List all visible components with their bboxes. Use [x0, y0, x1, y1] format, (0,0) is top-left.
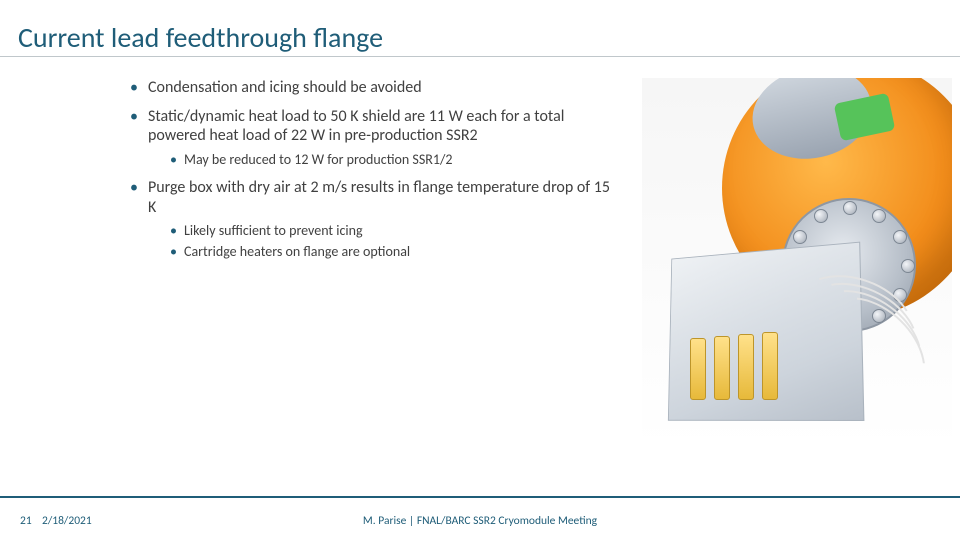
bullet-3-sub-2: Cartridge heaters on flange are optional — [170, 244, 620, 261]
cad-heater — [762, 332, 778, 400]
slide: Current lead feedthrough flange Condensa… — [0, 0, 960, 540]
bullet-3: Purge box with dry air at 2 m/s results … — [130, 178, 620, 260]
cad-bolt — [793, 230, 807, 244]
footer-center: M. Parise | FNAL/BARC SSR2 Cryomodule Me… — [0, 514, 960, 528]
cad-heater — [738, 334, 754, 400]
cad-heater — [714, 336, 730, 400]
bullet-2-sub-1: May be reduced to 12 W for production SS… — [170, 152, 620, 169]
cad-render — [642, 78, 952, 448]
title-underline — [0, 56, 960, 57]
cad-bolt — [872, 209, 886, 223]
cad-bolt — [843, 201, 857, 215]
footer: 21 2/18/2021 M. Parise | FNAL/BARC SSR2 … — [0, 506, 960, 540]
bullet-2-sub-1-text: May be reduced to 12 W for production SS… — [184, 151, 452, 168]
bullet-1-text: Condensation and icing should be avoided — [148, 78, 422, 97]
bullet-3-text: Purge box with dry air at 2 m/s results … — [148, 178, 610, 216]
slide-title: Current lead feedthrough flange — [18, 20, 383, 55]
bullet-list: Condensation and icing should be avoided… — [130, 78, 620, 260]
bullet-3-sub-2-text: Cartridge heaters on flange are optional — [184, 243, 410, 260]
cad-bolt — [893, 230, 907, 244]
bullet-3-sub-1-text: Likely sufficient to prevent icing — [184, 222, 363, 239]
content-area: Condensation and icing should be avoided… — [130, 78, 620, 270]
bullet-3-sub-1: Likely sufficient to prevent icing — [170, 223, 620, 240]
bullet-2-sublist: May be reduced to 12 W for production SS… — [148, 152, 620, 169]
bullet-2-text: Static/dynamic heat load to 50 K shield … — [148, 107, 564, 145]
cad-bolt — [901, 259, 915, 273]
cad-bolt — [814, 209, 828, 223]
bullet-1: Condensation and icing should be avoided — [130, 78, 620, 97]
cad-heater — [690, 338, 706, 400]
footer-line — [0, 496, 960, 498]
bullet-3-sublist: Likely sufficient to prevent icing Cartr… — [148, 223, 620, 261]
bullet-2: Static/dynamic heat load to 50 K shield … — [130, 107, 620, 168]
